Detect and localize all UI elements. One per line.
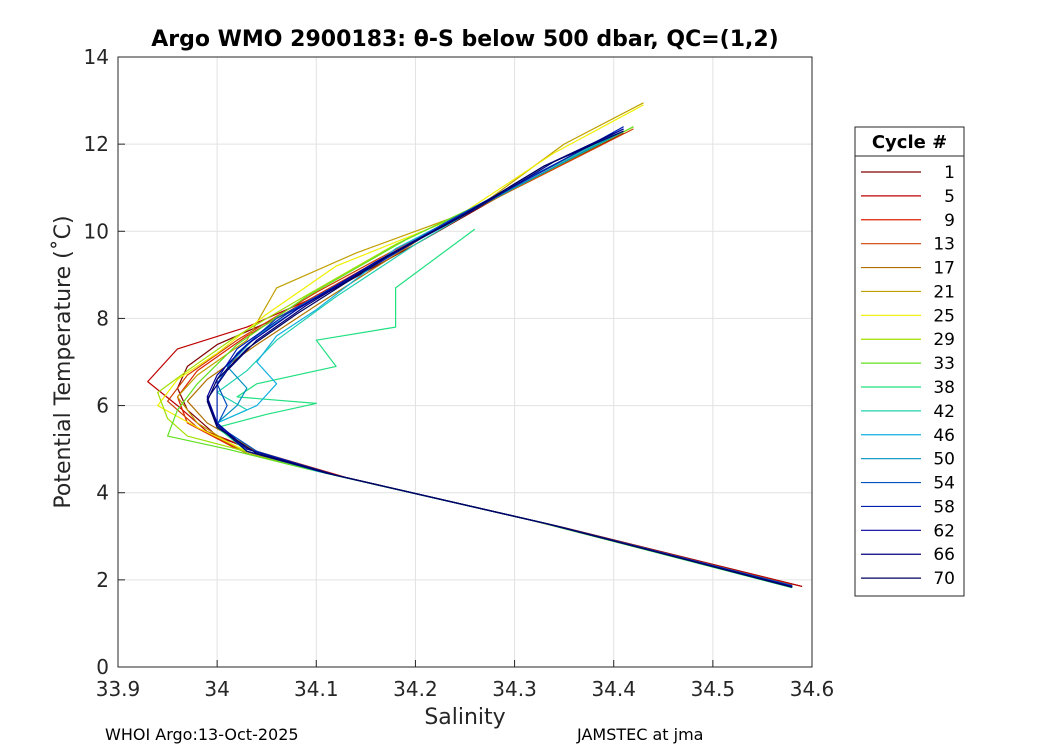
legend-label: 54 [933, 474, 955, 494]
legend-label: 58 [933, 497, 955, 517]
series-lines [147, 102, 803, 589]
chart-title: Argo WMO 2900183: θ-S below 500 dbar, QC… [151, 27, 779, 52]
y-tick-label: 0 [96, 655, 109, 679]
series-line-cycle-50 [216, 130, 793, 587]
x-tick-label: 34.5 [691, 677, 736, 701]
x-tick-label: 34.6 [790, 677, 835, 701]
x-tick-label: 34 [204, 677, 229, 701]
x-tick-label: 34.1 [294, 677, 339, 701]
y-tick-label: 4 [96, 481, 109, 505]
series-line-cycle-38 [216, 228, 793, 589]
legend-label: 42 [933, 402, 955, 422]
plot-frame [117, 56, 813, 668]
y-tick-label: 12 [84, 132, 109, 156]
legend-box [854, 126, 965, 597]
legend-title: Cycle # [872, 132, 947, 153]
legend-label: 9 [944, 211, 955, 231]
y-tick-label: 8 [96, 306, 109, 330]
footer-right: JAMSTEC at jma [576, 725, 703, 744]
x-tick-label: 34.4 [591, 677, 636, 701]
legend-label: 38 [933, 378, 955, 398]
series-line-cycle-42 [216, 134, 793, 588]
grid-lines [117, 56, 813, 668]
x-tick-label: 34.2 [393, 677, 438, 701]
legend-label: 66 [933, 545, 955, 565]
y-tick-label: 2 [96, 568, 109, 592]
legend-label: 25 [933, 306, 955, 326]
legend-label: 33 [933, 354, 955, 374]
series-line-cycle-33 [167, 126, 793, 589]
legend-label: 1 [944, 163, 955, 183]
legend-label: 13 [933, 235, 955, 255]
legend-label: 17 [933, 259, 955, 279]
series-line-cycle-70 [206, 130, 793, 588]
legend-label: 50 [933, 450, 955, 470]
y-axis-label: Potential Temperature (˚C) [51, 215, 76, 508]
x-axis-label: Salinity [424, 705, 505, 730]
y-tick-label: 10 [84, 219, 109, 243]
legend-label: 62 [933, 521, 955, 541]
axis-ticks: 33.9 34 34.1 34.2 34.3 34.4 34.5 34.6 0 2 4 6 8 10 12 1… [84, 45, 835, 701]
series-line-cycle-66 [206, 132, 793, 588]
series-line-cycle-54 [216, 128, 793, 587]
legend-label: 70 [933, 569, 955, 589]
series-line-cycle-5 [147, 130, 803, 587]
series-line-cycle-58 [216, 126, 793, 587]
legend-label: 46 [933, 426, 955, 446]
legend-label: 21 [933, 282, 955, 302]
series-line-cycle-29 [157, 126, 793, 587]
legend-label: 5 [944, 187, 955, 207]
series-line-cycle-25 [157, 104, 793, 587]
series-line-cycle-46 [216, 130, 793, 587]
x-tick-label: 33.9 [96, 677, 141, 701]
legend: Cycle # 1 5 9 13 17 21 25 29 33 38 42 46 50 54 58 62 66 70 [854, 126, 965, 597]
legend-label: 29 [933, 330, 955, 350]
footer-left: WHOI Argo:13-Oct-2025 [105, 725, 299, 744]
series-line-cycle-62 [206, 128, 793, 587]
y-tick-label: 14 [84, 45, 109, 69]
x-tick-label: 34.3 [492, 677, 537, 701]
y-tick-label: 6 [96, 394, 109, 418]
